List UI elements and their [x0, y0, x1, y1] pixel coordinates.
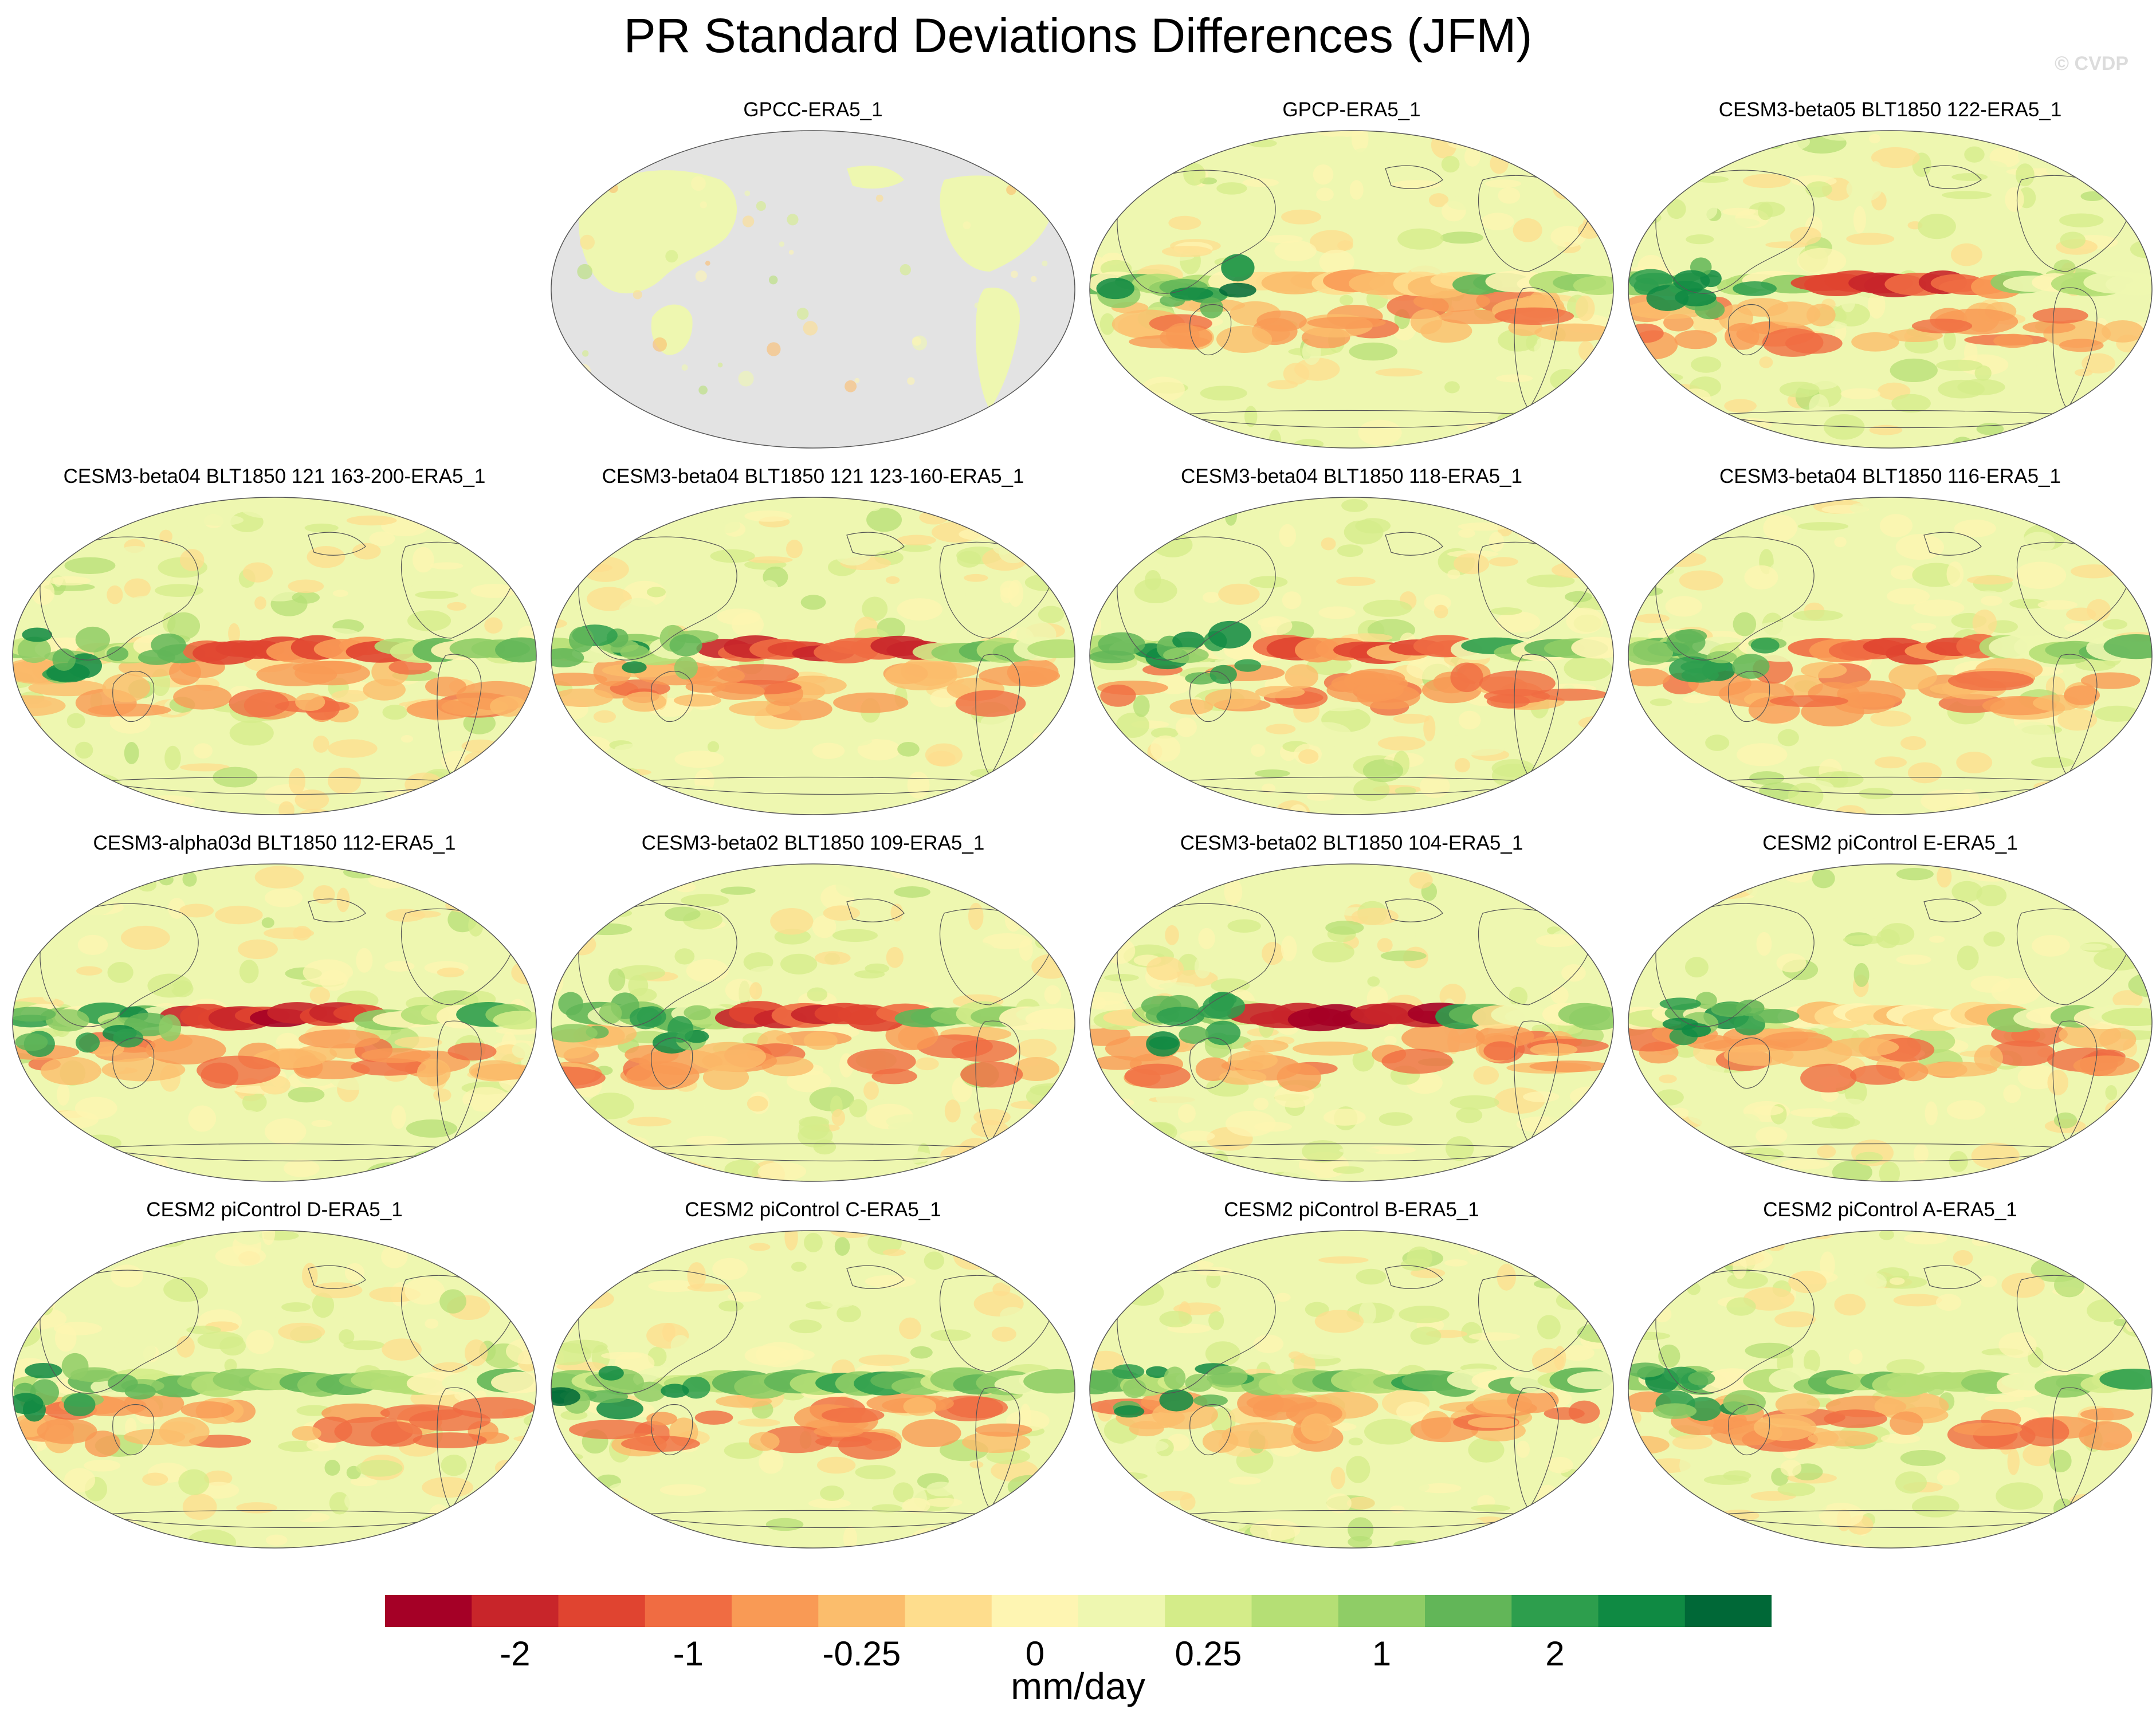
colorbar-swatch [385, 1595, 472, 1627]
colorbar-tick-label: -2 [500, 1634, 531, 1673]
colorbar-swatch [1425, 1595, 1512, 1627]
map-panel: CESM3-beta04 BLT1850 121 123-160-ERA5_1 [547, 465, 1079, 820]
world-map [551, 130, 1075, 449]
colorbar-tick-label: -1 [673, 1634, 704, 1673]
panel-title: CESM2 piControl B-ERA5_1 [1224, 1199, 1479, 1221]
panel-title: CESM2 piControl E-ERA5_1 [1762, 832, 2018, 854]
world-map [1628, 497, 2153, 815]
map-panel: CESM3-beta04 BLT1850 121 163-200-ERA5_1 [8, 465, 541, 820]
panel-title: CESM2 piControl C-ERA5_1 [685, 1199, 941, 1221]
world-map [1089, 1230, 1614, 1549]
panel-title: GPCC-ERA5_1 [743, 99, 883, 121]
colorbar-swatch [558, 1595, 646, 1627]
colorbar-labels: -2 -1 -0.25 0 0.25 1 2 [0, 1634, 2156, 1674]
colorbar-swatch [472, 1595, 559, 1627]
world-map [12, 863, 537, 1182]
map-panel: CESM2 piControl B-ERA5_1 [1085, 1199, 1618, 1554]
map-panel: CESM3-beta05 BLT1850 122-ERA5_1 [1624, 99, 2156, 454]
colorbar-swatch [905, 1595, 992, 1627]
page-title: PR Standard Deviations Differences (JFM) [623, 9, 1533, 62]
panel-title: CESM3-beta04 BLT1850 121 163-200-ERA5_1 [63, 465, 486, 488]
colorbar-units: mm/day [1011, 1665, 1145, 1707]
colorbar-tick-label: 1 [1372, 1634, 1392, 1673]
panel-title: CESM3-beta05 BLT1850 122-ERA5_1 [1718, 99, 2062, 121]
colorbar-swatch [1598, 1595, 1686, 1627]
map-panel: CESM3-beta02 BLT1850 109-ERA5_1 [547, 832, 1079, 1187]
panel-title: GPCP-ERA5_1 [1282, 99, 1421, 121]
panel-title: CESM2 piControl A-ERA5_1 [1763, 1199, 2017, 1221]
panel-title: CESM3-beta02 BLT1850 109-ERA5_1 [641, 832, 985, 854]
map-panel: CESM2 piControl C-ERA5_1 [547, 1199, 1079, 1554]
colorbar-tick-label: 0 [1025, 1634, 1045, 1673]
world-map [12, 497, 537, 815]
colorbar-swatch [1684, 1595, 1772, 1627]
panel-title: CESM3-beta02 BLT1850 104-ERA5_1 [1180, 832, 1523, 854]
world-map [1089, 497, 1614, 815]
world-map [1089, 863, 1614, 1182]
world-map [551, 1230, 1075, 1549]
colorbar-swatch [1078, 1595, 1165, 1627]
panel-title: CESM2 piControl D-ERA5_1 [146, 1199, 403, 1221]
map-panel: CESM2 piControl D-ERA5_1 [8, 1199, 541, 1554]
colorbar-swatch [1165, 1595, 1252, 1627]
world-map [551, 497, 1075, 815]
world-map [1628, 863, 2153, 1182]
colorbar-swatch [991, 1595, 1079, 1627]
map-panel: CESM3-beta04 BLT1850 116-ERA5_1 [1624, 465, 2156, 820]
colorbar-tick-label: 0.25 [1175, 1634, 1242, 1673]
world-map [1628, 130, 2153, 449]
map-panel: CESM2 piControl E-ERA5_1 [1624, 832, 2156, 1187]
colorbar-swatch [1511, 1595, 1599, 1627]
panel-title: CESM3-alpha03d BLT1850 112-ERA5_1 [93, 832, 456, 854]
colorbar-swatch [818, 1595, 905, 1627]
world-map [1089, 130, 1614, 449]
colorbar-swatch [1338, 1595, 1425, 1627]
map-panel-grid: GPCC-ERA5_1 GPCP-ERA5_1 CESM3-beta05 BLT18… [8, 99, 2156, 1554]
panel-title: CESM3-beta04 BLT1850 118-ERA5_1 [1180, 465, 1522, 488]
colorbar-tick-label: -0.25 [822, 1634, 901, 1673]
map-panel: CESM2 piControl A-ERA5_1 [1624, 1199, 2156, 1554]
colorbar-swatch [732, 1595, 819, 1627]
world-map [551, 863, 1075, 1182]
panel-title: CESM3-beta04 BLT1850 121 123-160-ERA5_1 [602, 465, 1024, 488]
map-panel: CESM3-beta04 BLT1850 118-ERA5_1 [1085, 465, 1618, 820]
map-panel: GPCC-ERA5_1 [547, 99, 1079, 454]
colorbar-swatch [1251, 1595, 1339, 1627]
world-map [1628, 1230, 2153, 1549]
colorbar-tick-label: 2 [1545, 1634, 1565, 1673]
panel-title: CESM3-beta04 BLT1850 116-ERA5_1 [1719, 465, 2061, 488]
map-panel: CESM3-beta02 BLT1850 104-ERA5_1 [1085, 832, 1618, 1187]
colorbar [385, 1595, 1772, 1627]
world-map [12, 1230, 537, 1549]
colorbar-swatch [645, 1595, 732, 1627]
watermark: © CVDP [2055, 53, 2128, 74]
map-panel: CESM3-alpha03d BLT1850 112-ERA5_1 [8, 832, 541, 1187]
map-panel: GPCP-ERA5_1 [1085, 99, 1618, 454]
